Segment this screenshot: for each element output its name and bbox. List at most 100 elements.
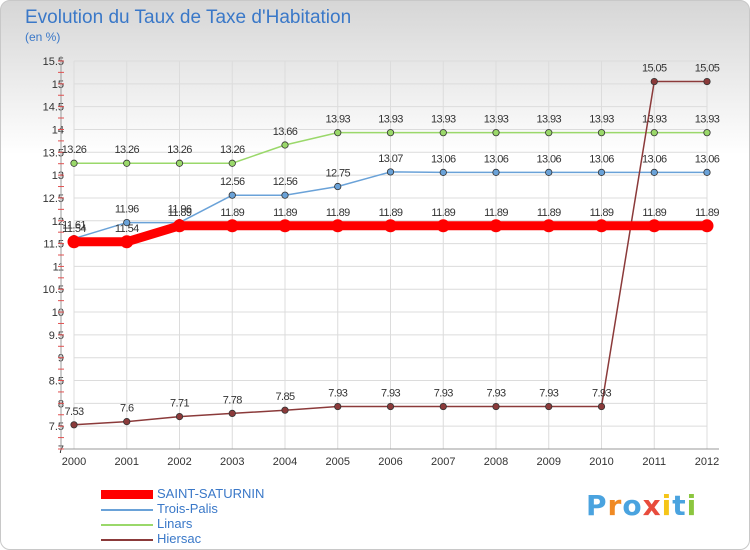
chart-subtitle: (en %): [25, 30, 61, 44]
data-label: 7.71: [170, 398, 189, 410]
data-point: [489, 219, 503, 233]
x-tick-label: 2006: [378, 456, 402, 468]
data-point: [595, 219, 608, 233]
data-label: 7.85: [275, 391, 294, 403]
data-point: [120, 235, 134, 249]
data-point: [597, 402, 606, 411]
data-label: 11.89: [484, 207, 508, 219]
x-tick-label: 2010: [589, 456, 613, 468]
y-tick-label: 14.5: [43, 102, 64, 114]
data-label: 13.07: [378, 153, 403, 165]
data-point: [70, 159, 78, 167]
legend-label: Hiersac: [157, 531, 202, 546]
data-label: 7.78: [223, 394, 242, 406]
data-label: 11.89: [695, 207, 719, 219]
legend-swatch: [101, 539, 153, 541]
logo-letter: P: [586, 489, 608, 522]
data-label: 11.89: [220, 207, 244, 219]
data-label: 12.56: [220, 176, 245, 188]
chart-title: Evolution du Taux de Taxe d'Habitation: [25, 7, 352, 28]
data-point: [331, 219, 345, 233]
logo-letter: i: [661, 489, 673, 522]
data-label: 11.89: [379, 207, 403, 219]
x-tick-label: 2011: [642, 456, 666, 468]
data-point: [281, 141, 289, 149]
legend-swatch: [101, 490, 153, 499]
data-point: [703, 77, 711, 86]
data-point: [700, 219, 714, 233]
data-point: [647, 219, 661, 233]
data-point: [281, 191, 289, 199]
data-point: [281, 406, 289, 414]
y-tick-label: 14: [52, 124, 64, 136]
data-label: 11.89: [326, 207, 350, 219]
data-point: [597, 168, 606, 176]
y-tick-label: 15: [52, 79, 64, 91]
data-label: 13.93: [536, 114, 561, 126]
logo-letter: i: [686, 489, 698, 522]
data-point: [650, 77, 658, 86]
data-point: [436, 219, 450, 233]
x-tick-label: 2001: [115, 456, 139, 468]
data-label: 13.26: [114, 144, 139, 156]
data-label: 13.06: [536, 153, 561, 165]
x-tick-label: 2008: [484, 456, 508, 468]
data-point: [386, 168, 395, 176]
y-tick-label: 8.5: [49, 376, 64, 388]
logo-letter: r: [607, 489, 623, 522]
legend-label: Trois-Palis: [157, 501, 218, 516]
data-point: [439, 402, 447, 411]
y-tick-label: 15.5: [43, 56, 64, 68]
data-label: 13.06: [484, 153, 509, 165]
data-label: 13.93: [378, 114, 403, 126]
data-point: [439, 129, 447, 137]
data-point: [545, 168, 553, 176]
data-point: [228, 159, 236, 167]
y-tick-label: 13: [52, 170, 64, 182]
data-label: 13.93: [484, 114, 509, 126]
data-label: 13.26: [220, 144, 245, 156]
y-tick-label: 13.5: [43, 147, 64, 159]
y-tick-label: 7.5: [49, 421, 64, 433]
data-label: 11.54: [62, 223, 86, 235]
x-tick-label: 2009: [537, 456, 561, 468]
y-tick-label: 7: [58, 444, 64, 456]
x-tick-label: 2003: [220, 456, 244, 468]
data-label: 11.61: [62, 220, 86, 232]
data-label: 13.93: [642, 114, 667, 126]
data-point: [228, 191, 236, 199]
data-point: [650, 168, 658, 176]
data-label: 13.06: [431, 153, 456, 165]
data-point: [278, 219, 292, 233]
data-label: 7.93: [381, 388, 400, 400]
data-point: [703, 168, 711, 176]
data-point: [228, 409, 236, 417]
x-tick-label: 2005: [326, 456, 350, 468]
data-point: [225, 219, 239, 233]
logo-letter: x: [642, 489, 662, 522]
y-tick-label: 10.5: [43, 284, 64, 296]
legend-swatch: [101, 509, 153, 511]
data-point: [175, 412, 184, 421]
data-point: [67, 235, 81, 249]
data-label: 13.66: [273, 126, 298, 138]
data-label: 11.89: [642, 207, 666, 219]
data-label: 11.89: [590, 207, 614, 219]
data-point: [123, 218, 131, 227]
data-point: [542, 219, 556, 233]
x-tick-label: 2004: [273, 456, 297, 468]
data-label: 13.93: [589, 114, 614, 126]
data-point: [173, 219, 186, 233]
data-point: [123, 159, 131, 167]
y-tick-label: 12.5: [43, 193, 64, 205]
data-label: 7.6: [120, 403, 134, 415]
y-tick-label: 10: [52, 307, 64, 319]
data-label: 13.93: [695, 114, 720, 126]
data-label: 12.75: [325, 168, 350, 180]
data-label: 15.05: [695, 63, 720, 75]
data-label: 11.89: [537, 207, 561, 219]
data-label: 7.93: [539, 388, 558, 400]
data-label: 13.93: [431, 114, 456, 126]
data-label: 7.53: [64, 406, 83, 418]
